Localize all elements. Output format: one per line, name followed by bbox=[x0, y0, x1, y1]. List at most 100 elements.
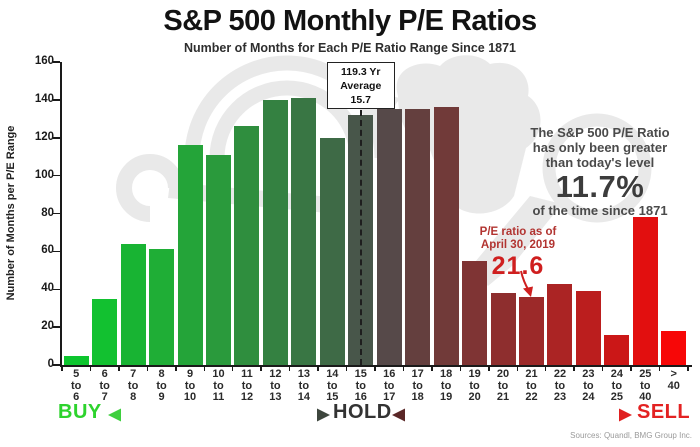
x-tick-mark bbox=[61, 367, 63, 371]
bar-8-to-9 bbox=[149, 249, 175, 365]
y-tick-mark bbox=[53, 61, 60, 63]
x-category-label: 21 to 22 bbox=[517, 368, 547, 404]
pe-ratio-note: P/E ratio as of April 30, 2019 21.6 bbox=[447, 226, 589, 281]
x-category-line: to bbox=[497, 379, 509, 392]
x-category-label: 14 to 15 bbox=[317, 368, 347, 404]
greater-note-line-2: has only been greater bbox=[532, 140, 668, 155]
x-category-line: to bbox=[640, 379, 651, 392]
x-category-label: >40 bbox=[659, 368, 689, 392]
bar-6-to-7 bbox=[92, 298, 118, 365]
x-category-label: 5 to 6 bbox=[61, 368, 91, 404]
x-category-label: 13 to 14 bbox=[289, 368, 319, 404]
y-tick-label: 20 bbox=[41, 320, 54, 333]
x-category-line: to bbox=[355, 379, 366, 392]
x-category-line: 16 bbox=[383, 368, 396, 380]
bar-21-to-22 bbox=[519, 296, 544, 365]
x-category-label: 11 to 12 bbox=[232, 368, 262, 404]
x-category-line: 21 bbox=[496, 391, 510, 403]
x-category-line: to bbox=[213, 379, 224, 392]
x-tick-mark bbox=[317, 367, 319, 371]
bar-23-to-24 bbox=[575, 291, 601, 365]
bar-7-to-8 bbox=[120, 243, 146, 365]
x-category-line: 5 bbox=[73, 368, 80, 380]
y-tick-mark bbox=[53, 174, 60, 177]
x-tick-mark bbox=[175, 367, 177, 371]
y-tick-mark bbox=[53, 364, 60, 366]
x-category-line: 22 bbox=[525, 391, 538, 403]
x-category-line: 7 bbox=[130, 368, 137, 380]
x-tick-mark bbox=[118, 367, 120, 371]
y-axis-title: Number of Months per P/E Range bbox=[5, 125, 17, 301]
x-category-line: 6 bbox=[101, 368, 108, 380]
greater-note-value: 11.7% bbox=[555, 169, 645, 204]
bar-5-to-6 bbox=[63, 355, 89, 365]
x-category-line: 19 bbox=[468, 368, 481, 380]
y-tick-label: 120 bbox=[34, 130, 54, 143]
x-category-line: 24 bbox=[582, 391, 595, 403]
bar-22-to-23 bbox=[547, 283, 573, 365]
x-category-label: 15 to 16 bbox=[346, 368, 376, 404]
page-subtitle: Number of Months for Each P/E Ratio Rang… bbox=[183, 41, 516, 55]
x-category-line: 23 bbox=[553, 391, 567, 403]
x-category-line: 11 bbox=[212, 391, 225, 403]
bar-12-to-13 bbox=[262, 99, 288, 365]
x-tick-mark bbox=[601, 367, 604, 371]
buy-hold-arrow bbox=[108, 408, 330, 422]
x-category-label: 9 to 10 bbox=[175, 368, 205, 404]
x-tick-mark bbox=[374, 367, 376, 371]
x-category-line: 12 bbox=[269, 368, 282, 380]
x-category-line: 16 bbox=[354, 391, 367, 403]
x-category-label: 7 to 8 bbox=[118, 368, 148, 404]
x-tick-mark bbox=[658, 367, 661, 371]
source-credit: Sources: Quandl, BMG Group Inc. bbox=[570, 431, 692, 440]
x-category-line: 8 bbox=[158, 368, 165, 380]
bar-10-to-11 bbox=[206, 154, 231, 365]
x-category-label: 16 to 17 bbox=[374, 368, 404, 404]
x-category-label: 25 to 40 bbox=[630, 368, 660, 404]
x-category-line: 6 bbox=[73, 391, 80, 403]
x-category-line: 20 bbox=[468, 391, 481, 403]
y-tick-label: 60 bbox=[41, 244, 54, 257]
bar-16-to-17 bbox=[376, 109, 402, 365]
average-line-1: 119.3 Yr bbox=[341, 66, 381, 78]
x-category-line: 15 bbox=[326, 391, 339, 403]
y-tick-mark bbox=[53, 137, 60, 139]
bar-14-to-15 bbox=[319, 137, 345, 365]
y-tick-mark bbox=[53, 250, 60, 253]
x-tick-mark bbox=[260, 367, 262, 371]
greater-note: The S&P 500 P/E Ratio has only been grea… bbox=[500, 125, 700, 218]
x-category-label: 22 to 23 bbox=[545, 368, 575, 404]
zone-label-hold: HOLD bbox=[333, 401, 392, 423]
x-category-line: 25 bbox=[639, 368, 652, 380]
x-tick-mark bbox=[488, 367, 490, 371]
bar-25-to-40 bbox=[632, 217, 658, 365]
x-tick-mark bbox=[687, 367, 689, 371]
x-category-label: 19 to 20 bbox=[460, 368, 490, 404]
x-category-line: 12 bbox=[240, 391, 254, 403]
bar-20-to-21 bbox=[490, 293, 516, 365]
y-tick-mark bbox=[53, 99, 60, 101]
pe-note-line-1: P/E ratio as of bbox=[479, 226, 557, 238]
x-category-line: to bbox=[184, 379, 196, 392]
x-category-line: 8 bbox=[130, 391, 137, 403]
y-axis-line bbox=[60, 62, 62, 367]
y-tick-label: 100 bbox=[34, 168, 54, 181]
x-category-label: 17 to 18 bbox=[403, 368, 433, 404]
bar-11-to-12 bbox=[234, 126, 260, 365]
y-tick-label: 160 bbox=[34, 55, 54, 67]
pe-note-line-2: April 30, 2019 bbox=[480, 239, 556, 251]
zone-label-sell: SELL bbox=[637, 401, 691, 423]
x-tick-mark bbox=[431, 367, 433, 371]
x-tick-mark bbox=[231, 367, 234, 371]
x-category-line: 11 bbox=[241, 368, 253, 380]
y-tick-mark bbox=[53, 326, 60, 328]
x-category-line: 18 bbox=[411, 391, 424, 403]
bar-9-to-10 bbox=[177, 145, 203, 365]
page-title: S&P 500 Monthly P/E Ratios bbox=[163, 5, 537, 37]
x-category-line: 21 bbox=[525, 368, 538, 380]
y-tick-label: 80 bbox=[41, 206, 54, 219]
x-category-line: 18 bbox=[440, 368, 453, 380]
x-category-line: 10 bbox=[183, 391, 197, 403]
y-tick-label: 40 bbox=[41, 282, 54, 295]
